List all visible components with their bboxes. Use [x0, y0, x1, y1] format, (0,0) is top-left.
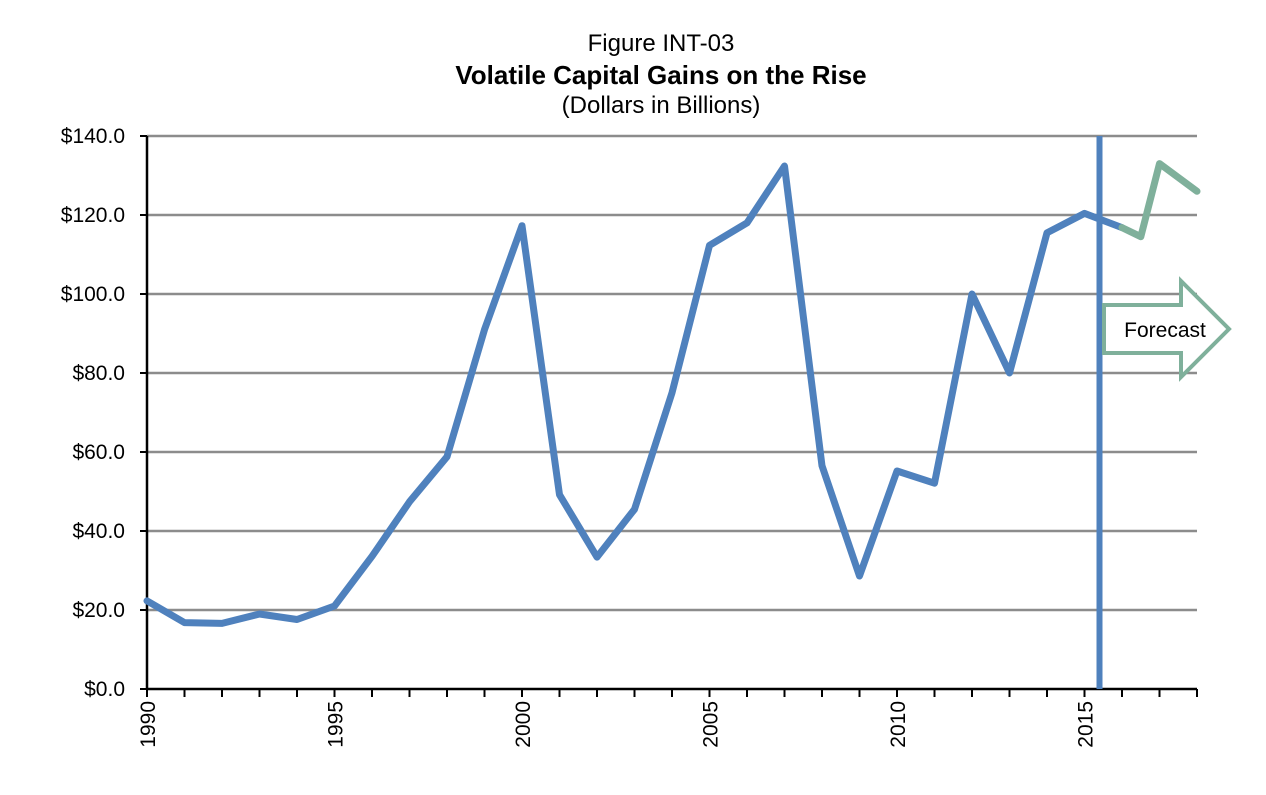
x-tick-label: 1995 [325, 701, 348, 748]
x-tick-label: 2005 [700, 701, 723, 748]
x-axis-ticks: 1990 1995 2000 2005 2010 2015 [137, 689, 1198, 748]
forecast-label: Forecast [1124, 319, 1206, 342]
y-tick-label: $20.0 [72, 599, 125, 622]
y-tick-label: $80.0 [72, 362, 125, 385]
chart-subtitle: (Dollars in Billions) [561, 92, 761, 119]
y-axis-ticks: $0.0 $20.0 $40.0 $60.0 $80.0 $100.0 $120.0 $140… [61, 125, 147, 701]
x-tick-label: 2010 [887, 701, 910, 748]
actual-series-line [143, 162, 1126, 627]
x-tick-label: 1990 [137, 701, 160, 748]
chart-title: Volatile Capital Gains on the Rise [455, 60, 867, 90]
forecast-arrow-icon [1102, 276, 1232, 382]
gridlines [147, 134, 1197, 612]
y-tick-label: $0.0 [84, 678, 125, 701]
y-tick-label: $120.0 [61, 204, 125, 227]
y-tick-label: $40.0 [72, 520, 125, 543]
axes [145, 136, 1197, 691]
chart-titles: Figure INT-03 Volatile Capital Gains on … [0, 28, 1266, 122]
figure-label: Figure INT-03 [587, 30, 735, 57]
forecast-annotation: Forecast [1102, 276, 1232, 382]
y-tick-label: $60.0 [72, 441, 125, 464]
x-tick-label: 2015 [1075, 701, 1098, 748]
series-lines [143, 160, 1201, 627]
y-tick-label: $100.0 [61, 283, 125, 306]
forecast-series-line [1118, 160, 1201, 241]
x-tick-label: 2000 [512, 701, 535, 748]
y-tick-label: $140.0 [61, 125, 125, 148]
